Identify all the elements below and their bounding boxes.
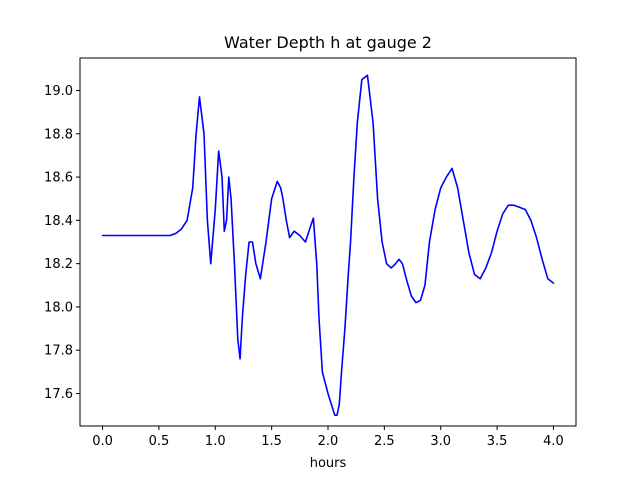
y-tick-label: 18.6 <box>44 171 73 186</box>
series-line-0 <box>101 74 555 416</box>
x-tick-label: 0.0 <box>92 434 113 449</box>
y-tick-label: 17.6 <box>44 387 73 402</box>
x-tick-label: 4.0 <box>543 434 564 449</box>
y-tick-label: 18.8 <box>44 127 73 142</box>
chart-title: Water Depth h at gauge 2 <box>224 33 432 52</box>
y-tick-label: 17.8 <box>44 344 73 359</box>
y-axis: 17.6 17.8 18.0 18.2 18.4 18.6 18.8 19.0 <box>44 84 80 402</box>
x-tick-label: 3.5 <box>487 434 508 449</box>
y-tick-label: 18.0 <box>44 300 73 315</box>
y-tick-label: 19.0 <box>44 84 73 99</box>
x-tick-label: 2.0 <box>318 434 339 449</box>
x-axis-label: hours <box>310 456 347 471</box>
x-tick-label: 0.5 <box>149 434 170 449</box>
x-axis: 0.0 0.5 1.0 1.5 2.0 2.5 3.0 3.5 4.0 <box>92 426 564 449</box>
x-tick-label: 3.0 <box>430 434 451 449</box>
x-tick-label: 1.5 <box>261 434 282 449</box>
series-layer <box>101 74 555 416</box>
y-tick-label: 18.4 <box>44 214 73 229</box>
y-tick-label: 18.2 <box>44 257 73 272</box>
x-tick-label: 2.5 <box>374 434 395 449</box>
x-tick-label: 1.0 <box>205 434 226 449</box>
